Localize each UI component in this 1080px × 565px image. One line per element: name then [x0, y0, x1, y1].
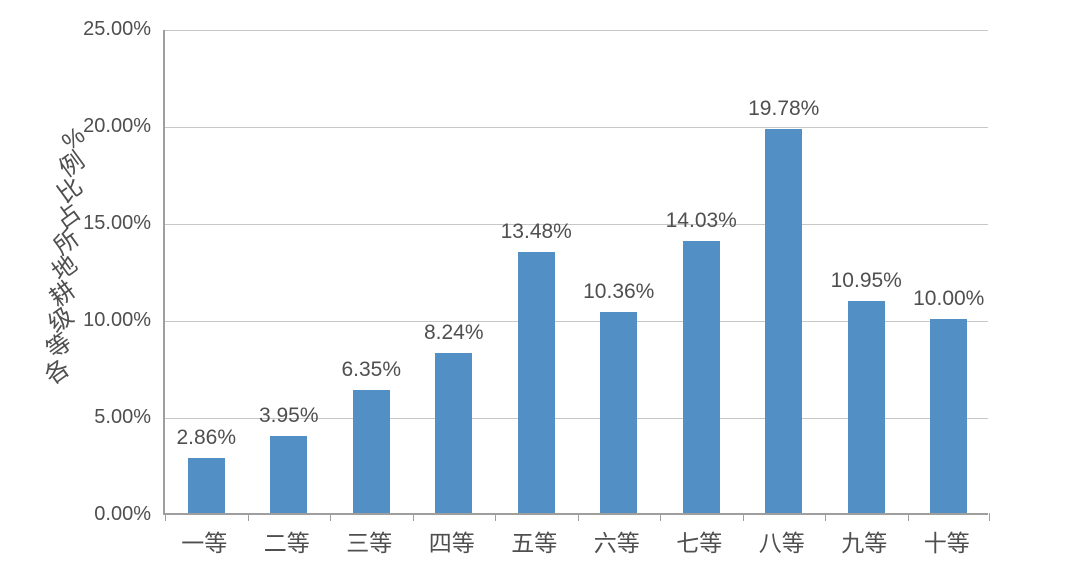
bar-value-label: 10.00% [913, 287, 985, 310]
bar-value-label: 10.36% [583, 280, 655, 304]
y-tick-label: 25.00% [83, 18, 151, 40]
x-tick-label: 七等 [676, 530, 723, 556]
x-axis-tick [495, 513, 496, 521]
bar [517, 251, 555, 513]
y-tick-label: 15.00% [83, 212, 151, 234]
x-axis-tick [247, 513, 249, 521]
x-axis-tick [412, 513, 414, 521]
x-tick-label: 四等 [428, 530, 475, 556]
y-tick-label: 5.00% [94, 406, 151, 428]
x-axis-tick [660, 513, 661, 521]
x-tick-label: 六等 [593, 530, 640, 556]
x-axis-tick [330, 513, 331, 521]
bar-value-label: 3.95% [258, 404, 319, 428]
bar [435, 353, 473, 513]
bar-value-label: 8.24% [423, 321, 484, 345]
gridline [165, 418, 988, 419]
x-axis-tick [989, 513, 990, 521]
bar-value-label: 10.95% [830, 268, 902, 292]
x-axis-tick [742, 513, 744, 521]
x-tick-label: 八等 [758, 530, 805, 556]
x-tick-label: 三等 [346, 530, 393, 556]
bar-value-label: 14.03% [665, 208, 737, 232]
x-tick-label: 十等 [923, 530, 970, 556]
x-axis-tick [165, 513, 166, 521]
bar-value-label: 6.35% [341, 357, 402, 381]
bar [765, 129, 803, 513]
y-axis-title: 各等级耕地所占比例% [25, 122, 107, 391]
bar [847, 300, 885, 513]
bar [187, 457, 225, 513]
x-axis-tick [907, 513, 909, 521]
bar [270, 436, 308, 513]
x-tick-label: 二等 [263, 530, 310, 556]
y-tick-label: 10.00% [83, 309, 151, 331]
bar [930, 319, 968, 513]
x-axis-tick [825, 513, 826, 521]
gridline [165, 30, 988, 31]
bar-value-label: 13.48% [500, 219, 572, 243]
y-tick-label: 20.00% [83, 115, 151, 137]
x-tick-label: 一等 [181, 530, 228, 556]
x-tick-label: 五等 [511, 530, 558, 556]
y-tick-label: 0.00% [94, 503, 151, 525]
bar-value-label: 2.86% [176, 425, 237, 449]
gridline [165, 321, 988, 322]
bar [682, 240, 720, 513]
x-tick-label: 九等 [841, 530, 888, 556]
bar [600, 312, 638, 513]
bar-value-label: 19.78% [748, 97, 820, 121]
plot-area: 2.86% 3.95% 6.35% 8.24% 13.48% 10.36% 14.03% 19… [163, 30, 990, 521]
gridline [165, 127, 988, 128]
bar [352, 389, 390, 513]
x-axis-tick [577, 513, 579, 521]
gridline [165, 224, 988, 225]
